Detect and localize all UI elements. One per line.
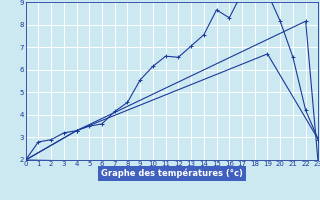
X-axis label: Graphe des températures (°c): Graphe des températures (°c) [101, 169, 243, 178]
